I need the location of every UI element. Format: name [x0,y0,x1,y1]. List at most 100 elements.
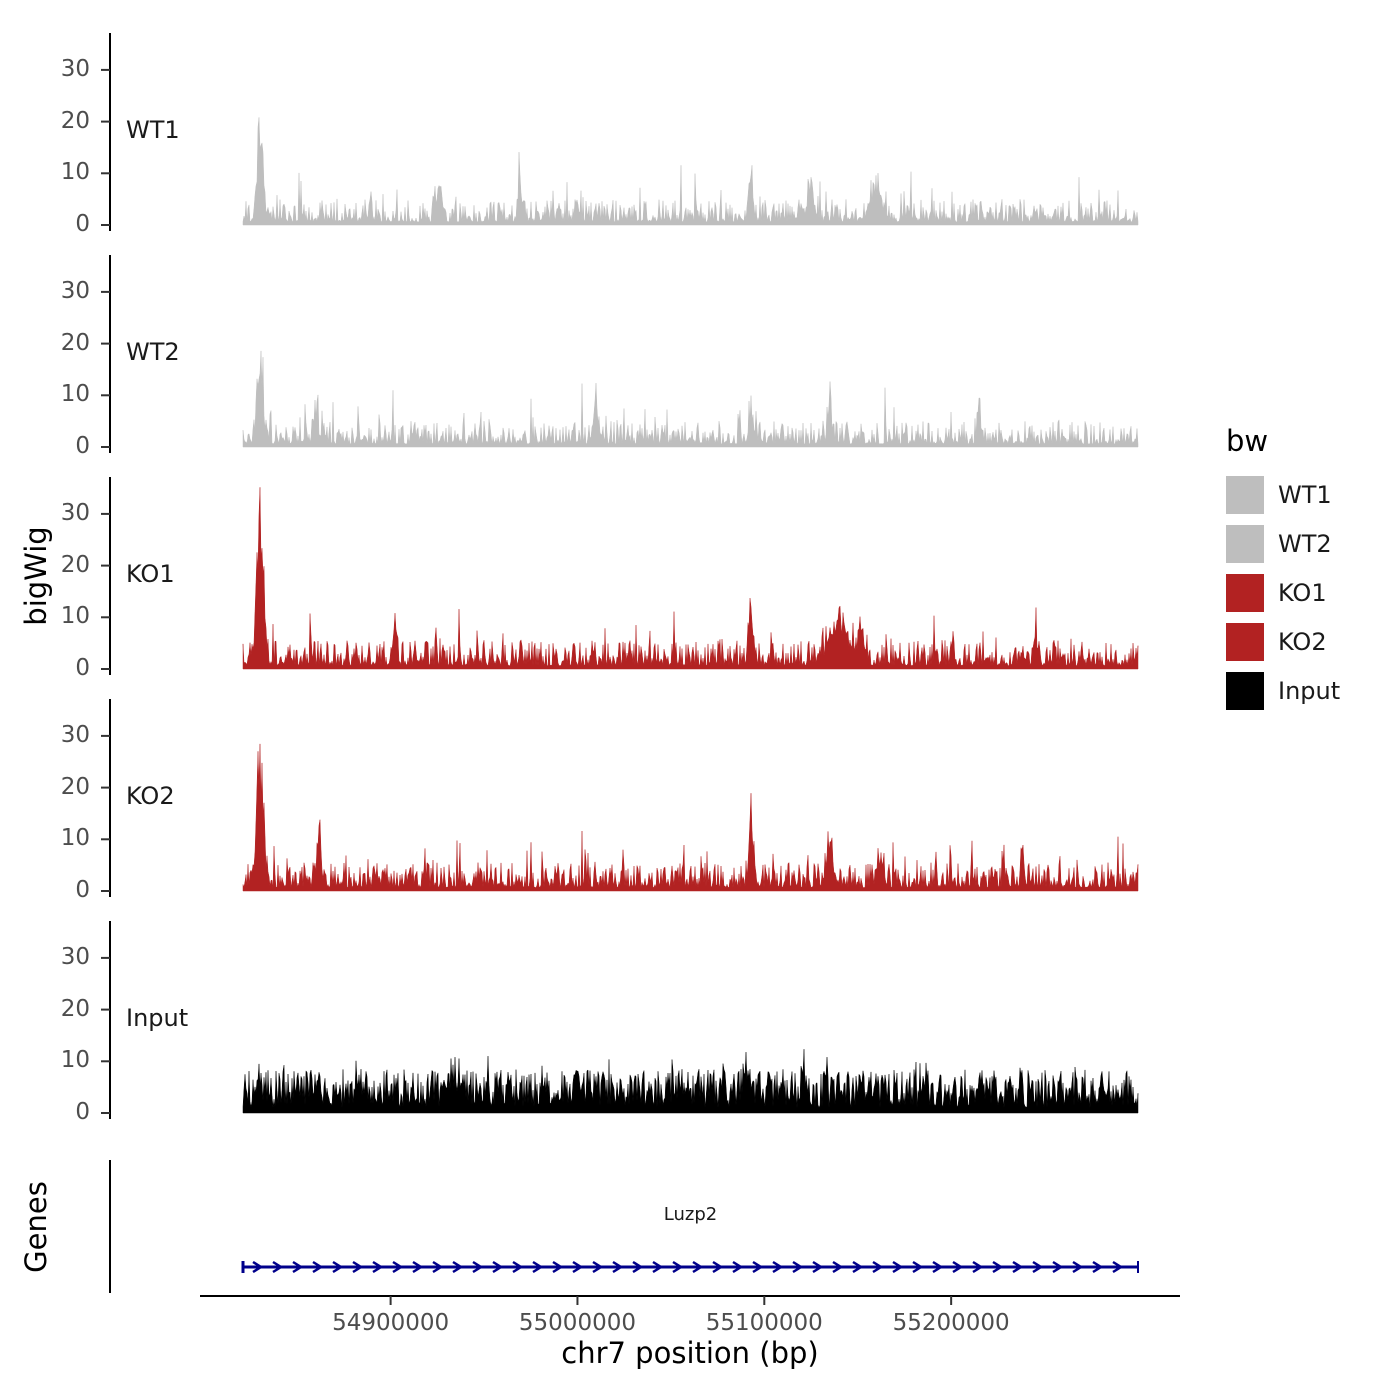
strand-arrow-icon [352,1260,364,1274]
strand-arrow-icon [1032,1260,1044,1274]
legend-entry-input: Input [1226,672,1340,710]
strand-arrow-icon [732,1260,744,1274]
y-tick-label: 0 [75,211,90,237]
strand-arrow-icon [812,1260,824,1274]
strand-arrow-icon [832,1260,844,1274]
strand-arrow-icon [1072,1260,1084,1274]
y-tick-label: 0 [75,1099,90,1125]
strand-arrow-icon [1112,1260,1124,1274]
legend-entry-ko2: KO2 [1226,623,1340,661]
strand-arrow-icon [992,1260,1004,1274]
y-tick-label: 0 [75,655,90,681]
strand-arrow-icon [372,1260,384,1274]
strand-arrow-icon [392,1260,404,1274]
strand-arrow-icon [692,1260,704,1274]
strand-arrow-icon [1092,1260,1104,1274]
strand-arrow-icon [712,1260,724,1274]
signal-area-ko2 [242,743,1139,892]
legend-label-ko2: KO2 [1278,628,1327,656]
strand-arrow-icon [912,1260,924,1274]
legend-entry-wt1: WT1 [1226,476,1340,514]
legend-entry-ko1: KO1 [1226,574,1340,612]
strand-arrow-icon [772,1260,784,1274]
y-tick-label: 0 [75,433,90,459]
x-tick-label: 54900000 [332,1310,450,1336]
strand-arrow-icon [552,1260,564,1274]
strand-arrow-icon [292,1260,304,1274]
y-tick-label: 20 [60,107,90,134]
legend-label-input: Input [1278,677,1341,705]
legend: bw WT1 WT2 KO1 KO2 Input [1226,424,1340,721]
track-label-wt2: WT2 [126,338,180,366]
strand-arrow-icon [752,1260,764,1274]
y-tick-label: 10 [60,159,90,186]
strand-arrow-icon [432,1260,444,1274]
strand-arrow-icon [452,1260,464,1274]
strand-arrow-icon [592,1260,604,1274]
strand-arrow-icon [972,1260,984,1274]
legend-key-wt2 [1226,525,1264,563]
track-label-wt1: WT1 [126,116,180,144]
track-label-ko2: KO2 [126,782,175,810]
legend-key-wt1 [1226,476,1264,514]
signal-area-wt1 [242,117,1139,226]
strand-arrow-icon [892,1260,904,1274]
strand-arrow-icon [792,1260,804,1274]
y-tick-label: 20 [60,995,90,1022]
y-tick-label: 10 [60,603,90,630]
strand-arrow-icon [312,1260,324,1274]
legend-label-wt2: WT2 [1278,530,1332,558]
strand-arrow-icon [672,1260,684,1274]
signal-area-ko1 [242,487,1139,670]
strand-arrow-icon [852,1260,864,1274]
y-axis-title: bigWig [19,526,53,626]
strand-arrow-icon [532,1260,544,1274]
legend-title: bw [1226,424,1269,458]
x-tick-label: 55100000 [705,1310,823,1336]
legend-key-input [1226,672,1264,710]
y-tick-label: 30 [60,721,90,748]
x-tick-label: 55200000 [892,1310,1010,1336]
y-tick-label: 30 [60,55,90,82]
strand-arrow-icon [632,1260,644,1274]
strand-arrow-icon [252,1260,264,1274]
y-tick-label: 10 [60,381,90,408]
x-tick-label: 55000000 [518,1310,636,1336]
y-tick-label: 10 [60,825,90,852]
strand-arrow-icon [272,1260,284,1274]
gene-label: Luzp2 [663,1204,718,1225]
y-tick-label: 30 [60,277,90,304]
strand-arrow-icon [1012,1260,1024,1274]
strand-arrow-icon [872,1260,884,1274]
track-label-input: Input [126,1004,189,1032]
track-label-ko1: KO1 [126,560,175,588]
legend-label-wt1: WT1 [1278,481,1332,509]
y-tick-label: 0 [75,877,90,903]
y-tick-label: 20 [60,773,90,800]
strand-arrow-icon [412,1260,424,1274]
y-tick-label: 10 [60,1047,90,1074]
strand-arrow-icon [1052,1260,1064,1274]
y-tick-label: 30 [60,943,90,970]
y-tick-label: 30 [60,499,90,526]
legend-entry-wt2: WT2 [1226,525,1340,563]
strand-arrow-icon [472,1260,484,1274]
strand-arrow-icon [572,1260,584,1274]
strand-arrow-icon [952,1260,964,1274]
legend-key-ko1 [1226,574,1264,612]
y-tick-label: 20 [60,551,90,578]
strand-arrow-icon [492,1260,504,1274]
legend-label-ko1: KO1 [1278,579,1327,607]
strand-arrow-icon [512,1260,524,1274]
legend-key-ko2 [1226,623,1264,661]
y-tick-label: 20 [60,329,90,356]
signal-area-wt2 [242,350,1139,448]
x-axis-title: chr7 position (bp) [561,1336,819,1370]
signal-area-input [242,1049,1139,1114]
strand-arrow-icon [612,1260,624,1274]
strand-arrow-icon [332,1260,344,1274]
strand-arrow-icon [652,1260,664,1274]
genes-axis-title: Genes [19,1181,53,1273]
